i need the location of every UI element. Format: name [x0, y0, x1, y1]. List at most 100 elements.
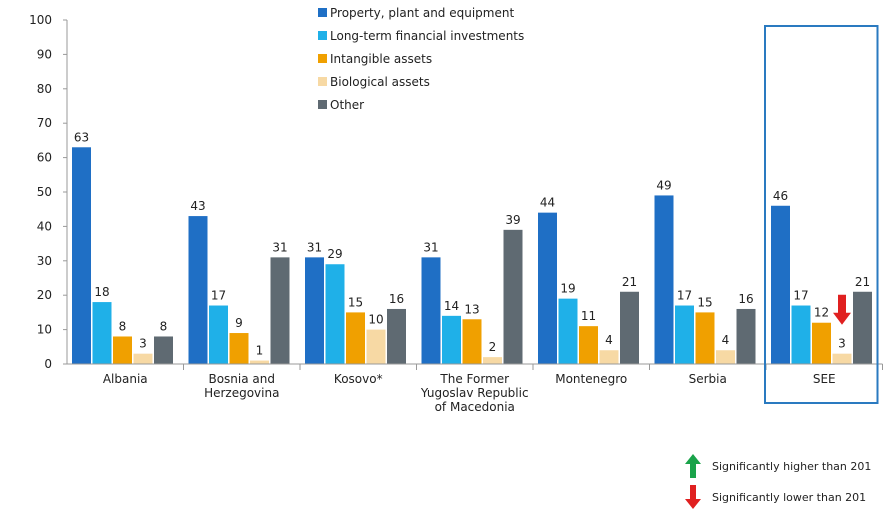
- y-axis: 0 10 20 30 40 50 60 70 80 90 100: [29, 13, 68, 371]
- data-label: 31: [423, 240, 438, 254]
- legend-swatch: [318, 8, 327, 17]
- legend-label: Other: [330, 98, 364, 112]
- bar-4-2: [579, 326, 598, 364]
- bar-2-1: [325, 264, 345, 364]
- bar-2-2: [346, 312, 365, 364]
- bar-3-3: [483, 357, 502, 364]
- y-tick-label: 80: [37, 82, 52, 96]
- data-label: 31: [272, 240, 287, 254]
- bar-0-2: [113, 336, 132, 364]
- data-label: 46: [773, 189, 788, 203]
- bar-2-4: [387, 308, 406, 364]
- significance-note-text: Significantly lower than 201: [712, 491, 866, 504]
- y-tick-label: 100: [29, 13, 52, 27]
- data-label: 15: [348, 295, 363, 309]
- x-category-label-line: Bosnia and: [208, 372, 275, 386]
- bars: [72, 147, 872, 364]
- x-category-label: Albania: [103, 372, 148, 386]
- bar-5-0: [654, 195, 674, 364]
- bar-3-0: [421, 257, 441, 364]
- legend-swatch: [318, 77, 327, 86]
- data-label: 39: [505, 213, 520, 227]
- y-tick-label: 0: [44, 357, 52, 371]
- data-label: 11: [581, 309, 596, 323]
- bar-0-0: [72, 147, 91, 364]
- y-tick-label: 40: [37, 219, 52, 233]
- legend: Property, plant and equipment Long-term f…: [318, 6, 524, 112]
- bar-1-4: [270, 257, 290, 364]
- bar-4-4: [620, 291, 639, 364]
- data-label: 21: [855, 275, 870, 289]
- x-category-label-line: Albania: [103, 372, 148, 386]
- data-label: 1: [256, 344, 264, 358]
- legend-swatch: [318, 100, 327, 109]
- bar-6-2: [812, 322, 831, 364]
- x-category-label-line: The Former: [439, 372, 509, 386]
- bar-1-1: [209, 305, 228, 364]
- bar-6-0: [771, 205, 790, 364]
- data-label: 12: [814, 306, 829, 320]
- x-axis: Albania Bosnia and Herzegovina Kosovo* The F…: [67, 363, 883, 414]
- data-label: 8: [160, 319, 168, 333]
- bar-0-4: [154, 336, 173, 364]
- x-category-label: Kosovo*: [334, 372, 383, 386]
- y-tick-label: 20: [37, 288, 52, 302]
- bar-0-1: [92, 302, 112, 364]
- bar-6-4: [853, 291, 872, 364]
- y-tick-label: 90: [37, 47, 52, 61]
- significance-marker: [833, 294, 851, 325]
- data-label: 63: [74, 130, 89, 144]
- data-label: 2: [489, 340, 497, 354]
- see-highlight-box: [764, 25, 879, 404]
- significance-note-text: Significantly higher than 201: [712, 460, 871, 473]
- bar-3-2: [462, 319, 482, 364]
- red-down-arrow-icon: [833, 294, 851, 325]
- x-category-label-line: SEE: [813, 372, 836, 386]
- data-label: 44: [540, 196, 555, 210]
- x-category-label-line: Montenegro: [555, 372, 627, 386]
- data-label: 43: [190, 199, 205, 213]
- legend-label: Property, plant and equipment: [330, 6, 514, 20]
- data-label: 9: [235, 316, 243, 330]
- x-category-label-line: Kosovo*: [334, 372, 383, 386]
- data-label: 13: [464, 302, 479, 316]
- bar-3-4: [503, 229, 523, 364]
- data-label: 3: [139, 337, 147, 351]
- x-category-label: Serbia: [689, 372, 727, 386]
- x-category-label: Bosnia and Herzegovina: [204, 372, 279, 400]
- bar-6-1: [791, 305, 811, 364]
- significance-notes: Significantly higher than 201 Significant…: [685, 454, 871, 509]
- bar-4-0: [538, 212, 557, 364]
- bar-5-2: [695, 312, 715, 364]
- bar-4-1: [558, 298, 578, 364]
- data-label: 17: [211, 289, 226, 303]
- legend-label: Long-term financial investments: [330, 29, 524, 43]
- bar-1-0: [188, 216, 208, 364]
- data-label: 17: [793, 289, 808, 303]
- data-label: 17: [677, 289, 692, 303]
- x-category-label: Montenegro: [555, 372, 627, 386]
- bar-2-3: [366, 329, 386, 364]
- red-down-arrow-icon: [685, 485, 701, 509]
- bar-5-3: [716, 350, 735, 364]
- data-label: 16: [738, 292, 753, 306]
- data-label: 21: [622, 275, 637, 289]
- data-label: 10: [368, 313, 383, 327]
- y-tick-label: 70: [37, 116, 52, 130]
- legend-swatch: [318, 31, 327, 40]
- bar-5-4: [736, 308, 756, 364]
- x-category-label: The Former Yugoslav Republic of Macedonia: [420, 372, 529, 414]
- data-label: 19: [560, 282, 575, 296]
- y-tick-label: 50: [37, 185, 52, 199]
- data-label: 29: [327, 247, 342, 261]
- data-label: 3: [838, 337, 846, 351]
- data-label: 8: [119, 319, 127, 333]
- data-label: 31: [307, 240, 322, 254]
- data-label: 4: [605, 333, 613, 347]
- bar-1-2: [229, 333, 249, 364]
- data-label: 16: [389, 292, 404, 306]
- bar-4-3: [599, 350, 619, 364]
- legend-label: Biological assets: [330, 75, 430, 89]
